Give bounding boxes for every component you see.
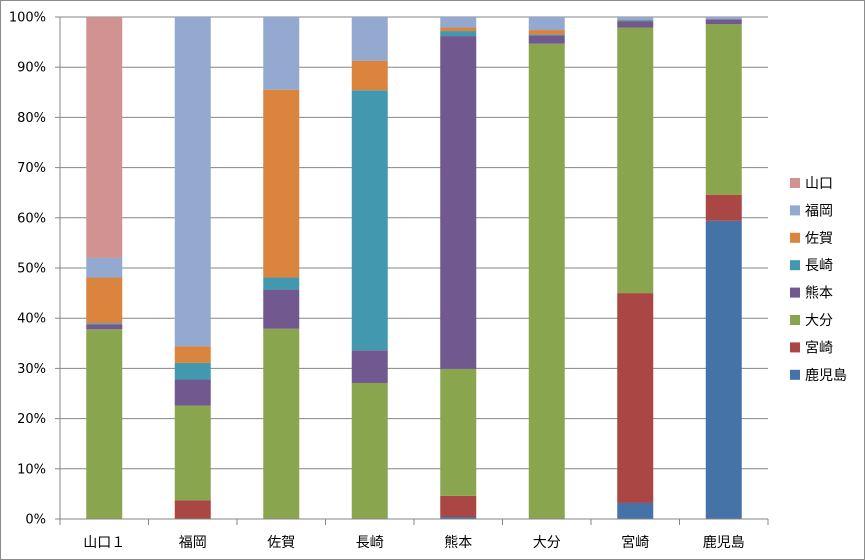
y-tick-label: 100% <box>9 11 46 26</box>
x-category-label: 福岡 <box>179 535 207 551</box>
bar-segment <box>617 17 654 21</box>
bar-segment <box>263 289 300 329</box>
bar-segment <box>351 17 388 61</box>
bar-segment <box>528 35 565 44</box>
bar-segment <box>86 257 123 278</box>
legend-label: 福岡 <box>805 203 833 219</box>
legend-item: 鹿児島 <box>790 367 847 384</box>
bar-segment <box>174 346 211 363</box>
legend-item: 佐賀 <box>790 231 833 247</box>
y-tick-label: 30% <box>17 362 46 377</box>
bar-segment <box>351 350 388 383</box>
legend-label: 宮崎 <box>805 340 833 356</box>
legend-swatch <box>790 205 800 216</box>
bar-segment <box>440 31 477 37</box>
legend-label: 長崎 <box>805 258 833 274</box>
x-category-label: 大分 <box>533 535 561 551</box>
bar-segment <box>617 502 654 519</box>
bar-segment <box>705 220 742 519</box>
bar-segment <box>617 20 654 21</box>
y-tick-label: 10% <box>17 462 46 477</box>
bars <box>86 17 742 520</box>
x-category-label: 鹿児島 <box>703 534 745 551</box>
y-tick-label: 40% <box>17 312 46 327</box>
bar-segment <box>174 17 211 347</box>
legend-item: 熊本 <box>790 286 833 302</box>
legend-label: 鹿児島 <box>805 367 847 384</box>
x-category-label: 熊本 <box>444 535 472 551</box>
bar-segment <box>351 60 388 91</box>
legend-swatch <box>790 315 800 325</box>
bar-segment <box>86 323 123 325</box>
axes <box>59 17 769 525</box>
bar-segment <box>174 405 211 501</box>
bar-segment <box>263 89 300 278</box>
bar-segment <box>351 382 388 519</box>
bar-segment <box>174 362 211 380</box>
bar-segment <box>440 368 477 496</box>
y-tick-label: 80% <box>17 111 46 126</box>
bar-segment <box>263 328 300 519</box>
bar-segment <box>351 90 388 351</box>
bar-segment <box>440 27 477 32</box>
bar-segment <box>528 17 565 31</box>
legend-swatch <box>790 178 800 188</box>
bar-segment <box>705 24 742 195</box>
x-category-label: 佐賀 <box>267 535 295 551</box>
y-tick-label: 70% <box>17 161 46 176</box>
bar-segment <box>705 17 742 20</box>
bar-segment <box>528 34 565 36</box>
legend-item: 山口 <box>790 176 833 192</box>
bar-segment <box>86 277 123 324</box>
bar-segment <box>86 17 123 258</box>
legend-label: 佐賀 <box>805 231 833 247</box>
legend-item: 福岡 <box>790 203 833 219</box>
legend-swatch <box>790 232 800 243</box>
bar-segment <box>174 379 211 406</box>
y-tick-label: 0% <box>25 513 46 528</box>
x-category-label: 宮崎 <box>621 535 649 551</box>
y-tick-label: 90% <box>17 61 46 76</box>
y-tick-labels: 0% 10% 20% 30% 40% 50% 60% 70% 80% 90% 100% <box>9 11 46 528</box>
bar-segment <box>440 17 477 28</box>
legend-swatch <box>790 369 800 380</box>
gridlines <box>55 16 768 520</box>
bar-segment <box>440 36 477 369</box>
bar-segment <box>617 27 654 294</box>
x-category-label: 山口１ <box>83 535 125 551</box>
legend-label: 熊本 <box>805 286 833 302</box>
bar-segment <box>174 500 211 519</box>
legend-swatch <box>790 287 800 298</box>
bar-segment <box>263 17 300 90</box>
bar-segment <box>528 43 565 520</box>
bar-segment <box>86 329 123 519</box>
legend-label: 山口 <box>805 176 833 192</box>
legend-item: 長崎 <box>790 258 833 274</box>
bar-segment <box>528 30 565 35</box>
y-tick-label: 50% <box>17 262 46 277</box>
legend-item: 宮崎 <box>790 340 833 356</box>
legend-item: 大分 <box>790 313 833 329</box>
bar-segment <box>617 21 654 28</box>
legend-swatch <box>790 260 800 271</box>
bar-segment <box>705 19 742 25</box>
bar-segment <box>440 495 477 517</box>
bar-segment <box>86 324 123 330</box>
legend-label: 大分 <box>805 313 833 329</box>
bar-segment <box>617 20 654 22</box>
x-category-label: 長崎 <box>356 535 384 551</box>
y-tick-label: 20% <box>17 412 46 427</box>
x-category-labels: 山口１ 福岡 佐賀 長崎 熊本 大分 宮崎 鹿児島 <box>83 534 745 551</box>
bar-segment <box>440 516 477 519</box>
y-tick-label: 60% <box>17 211 46 226</box>
legend-swatch <box>790 342 800 353</box>
bar-segment <box>705 194 742 221</box>
bar-segment <box>617 293 654 503</box>
bar-segment <box>263 277 300 290</box>
